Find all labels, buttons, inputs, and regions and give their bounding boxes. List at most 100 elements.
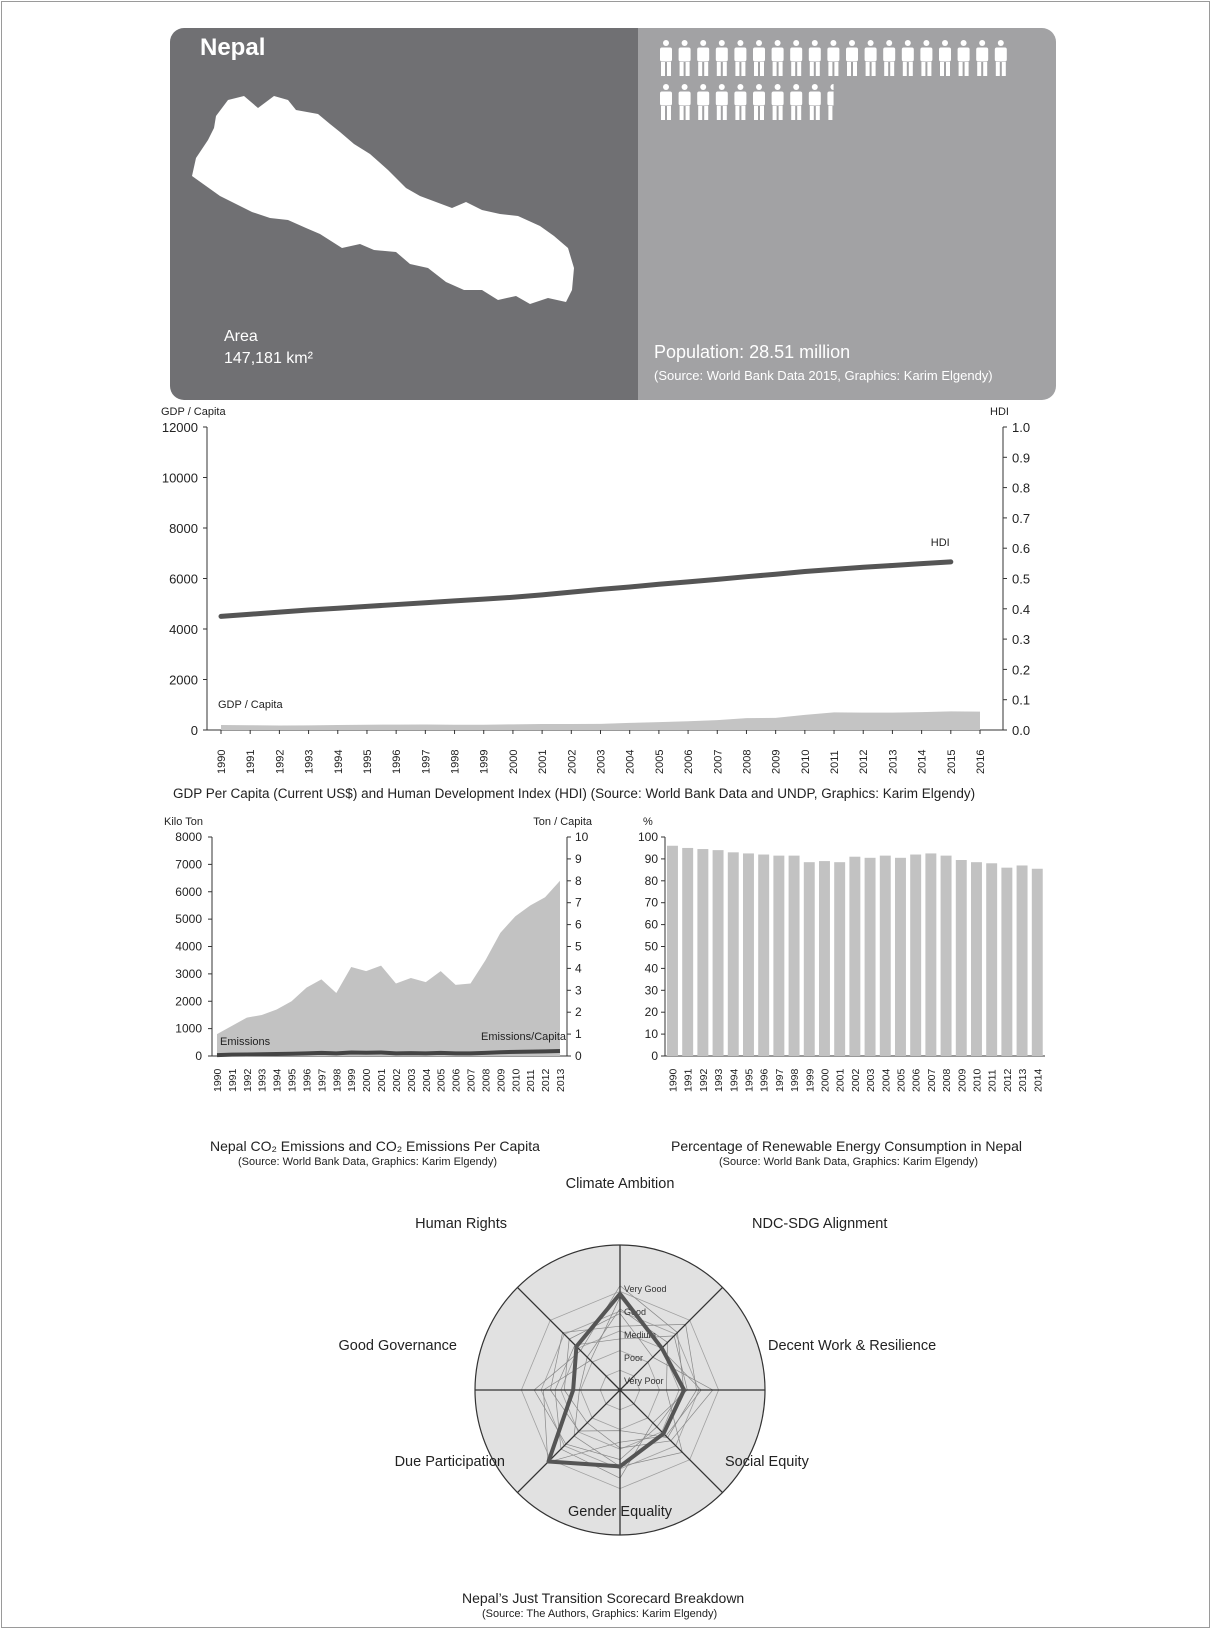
y-right-tick-label: 5	[575, 940, 582, 954]
person-icon	[808, 84, 821, 120]
gdp-area	[221, 711, 980, 730]
x-tick-label: 1999	[804, 1068, 816, 1092]
x-tick-label: 2009	[771, 750, 783, 774]
radar-spoke	[517, 1287, 621, 1391]
country-banner: Nepal Area 147,181 km² Population: 28.51…	[170, 28, 1056, 400]
x-tick-label: 2007	[712, 750, 724, 774]
renewable-bar	[727, 852, 739, 1056]
y-right-tick-label: 8	[575, 874, 582, 888]
y-right-tick-label: 0.9	[1012, 450, 1030, 465]
radar-axis-label: Human Rights	[415, 1216, 507, 1232]
x-tick-label: 1999	[346, 1068, 358, 1092]
person-icon	[790, 40, 803, 76]
person-icon	[976, 40, 989, 76]
radar-axis-label: Decent Work & Resilience	[768, 1338, 936, 1354]
x-tick-label: 2008	[741, 750, 753, 774]
x-tick-label: 2012	[540, 1068, 552, 1092]
x-tick-label: 2010	[971, 1068, 983, 1092]
x-tick-label: 2012	[1002, 1068, 1014, 1092]
person-icon	[678, 84, 691, 120]
y-right-tick-label: 3	[575, 983, 582, 997]
renewable-bar	[1031, 868, 1043, 1056]
co2-source: (Source: World Bank Data, Graphics: Kari…	[238, 1156, 498, 1168]
person-icon	[771, 40, 784, 76]
x-tick-label: 1994	[333, 750, 345, 774]
y-left-tick-label: 6000	[175, 885, 202, 899]
y-right-tick-label: 0.0	[1012, 723, 1030, 738]
y-left-tick-label: 2000	[169, 673, 198, 688]
y-left-tick-label: 0	[195, 1049, 202, 1063]
x-tick-label: 2010	[800, 750, 812, 774]
renewable-bar	[803, 862, 815, 1056]
person-icon	[753, 40, 765, 76]
x-tick-label: 2000	[819, 1068, 831, 1092]
y-right-tick-label: 0.7	[1012, 511, 1030, 526]
x-tick-label: 2013	[555, 1068, 567, 1092]
x-tick-label: 2001	[376, 1068, 388, 1092]
renewable-bar	[1001, 867, 1013, 1056]
y-tick-label: 20	[645, 1005, 659, 1019]
person-icon	[901, 40, 914, 76]
y-right-tick-label: 2	[575, 1005, 582, 1019]
person-icon	[715, 40, 728, 76]
renewable-bar	[955, 859, 967, 1056]
y-right-tick-label: 10	[575, 830, 589, 844]
y-right-tick-label: 0.1	[1012, 693, 1030, 708]
x-tick-label: 1992	[274, 750, 286, 774]
person-icon	[790, 84, 803, 120]
person-icon	[808, 40, 821, 76]
y-right-tick-label: 0.3	[1012, 632, 1030, 647]
radar-spoke	[619, 1389, 723, 1493]
nepal-map-silhouette	[192, 96, 574, 304]
y-left-axis-label: Kilo Ton	[164, 816, 203, 828]
person-icon	[660, 40, 672, 76]
radar-axis-label: Due Participation	[395, 1454, 505, 1470]
y-tick-label: 70	[645, 896, 659, 910]
renewable-bar	[819, 861, 830, 1056]
y-right-tick-label: 9	[575, 852, 582, 866]
y-tick-label: 40	[645, 961, 659, 975]
x-tick-label: 2001	[835, 1068, 847, 1092]
x-tick-label: 1996	[759, 1068, 771, 1092]
x-tick-label: 2014	[917, 750, 929, 774]
x-tick-label: 2008	[480, 1068, 492, 1092]
nepal-score-polygon	[546, 1291, 687, 1469]
hdi-line	[218, 559, 954, 619]
person-icon	[957, 40, 970, 76]
x-tick-label: 2001	[537, 750, 549, 774]
x-tick-label: 2013	[1017, 1068, 1029, 1092]
y-left-tick-label: 6000	[169, 572, 198, 587]
y-right-tick-label: 7	[575, 896, 582, 910]
y-left-tick-label: 12000	[162, 420, 198, 435]
y-left-tick-label: 8000	[175, 830, 202, 844]
person-icon	[994, 40, 1007, 76]
x-tick-label: 1993	[257, 1068, 269, 1092]
radar-axis-label: Climate Ambition	[566, 1176, 675, 1192]
y-right-axis-label: HDI	[990, 406, 1009, 418]
y-tick-label: 10	[645, 1027, 659, 1041]
x-tick-label: 2015	[946, 750, 958, 774]
x-tick-label: 1994	[272, 1068, 284, 1092]
x-tick-label: 2012	[858, 750, 870, 774]
y-left-tick-label: 8000	[169, 521, 198, 536]
x-tick-label: 1991	[245, 750, 257, 774]
person-icon	[920, 40, 933, 76]
person-icon	[771, 84, 784, 120]
renewable-caption: Percentage of Renewable Energy Consumpti…	[671, 1138, 1022, 1154]
y-tick-label: 100	[638, 830, 658, 844]
renewable-bar	[758, 854, 770, 1056]
x-tick-label: 2002	[850, 1068, 862, 1092]
y-left-tick-label: 2000	[175, 994, 202, 1008]
y-left-tick-label: 3000	[175, 967, 202, 981]
x-tick-label: 2008	[941, 1068, 953, 1092]
radar-level-label: Medium	[624, 1330, 656, 1340]
banner-population-panel: Population: 28.51 million (Source: World…	[638, 28, 1056, 400]
x-tick-label: 1998	[789, 1068, 801, 1092]
y-left-tick-label: 4000	[169, 622, 198, 637]
y-right-tick-label: 1.0	[1012, 420, 1030, 435]
y-left-tick-label: 7000	[175, 857, 202, 871]
x-tick-label: 1997	[420, 750, 432, 774]
x-tick-label: 2011	[829, 750, 841, 774]
radar-spoke	[517, 1389, 621, 1493]
x-tick-label: 2003	[406, 1068, 418, 1092]
